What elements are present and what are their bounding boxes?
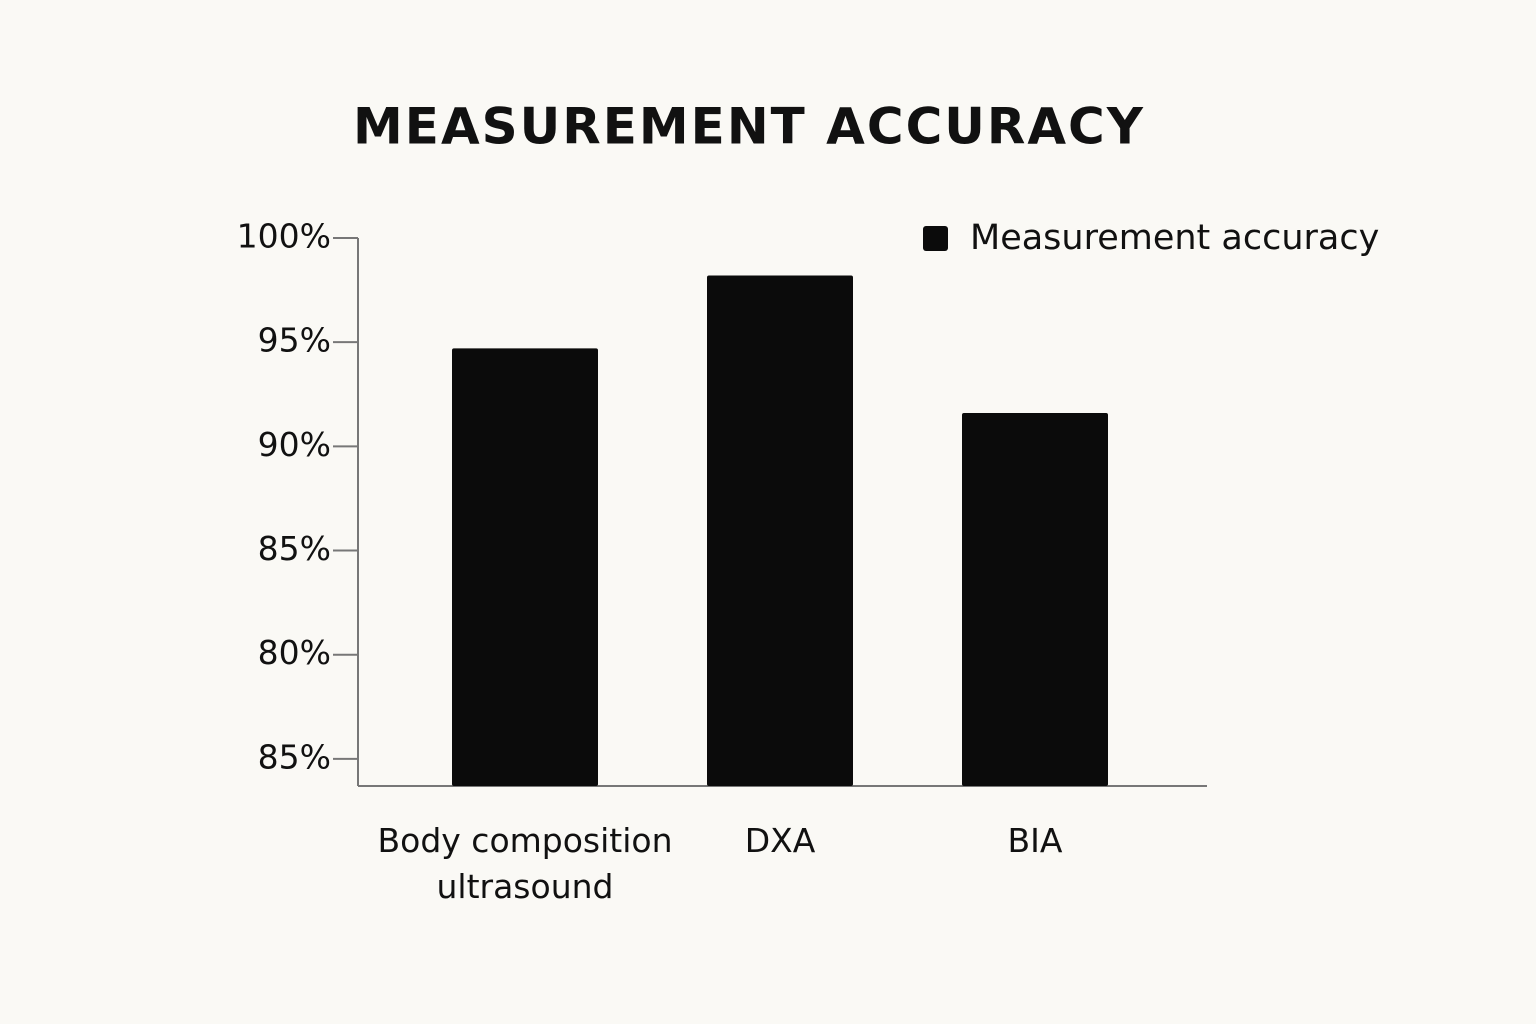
x-tick-label: DXA — [744, 821, 816, 860]
y-tick-label: 90% — [258, 425, 331, 464]
bar — [707, 275, 853, 786]
x-tick-label: Body composition ultrasound — [377, 821, 673, 906]
bar — [962, 413, 1108, 786]
legend-swatch — [923, 226, 948, 251]
y-tick-label: 100% — [237, 217, 331, 256]
bar — [452, 348, 598, 786]
legend-label: Measurement accuracy — [970, 218, 1379, 258]
x-tick-label: BIA — [1007, 821, 1063, 860]
y-tick-label: 95% — [258, 321, 331, 360]
y-tick-label: 85% — [258, 737, 331, 776]
y-tick-label: 85% — [258, 529, 331, 568]
y-tick-label: 80% — [258, 633, 331, 672]
chart-title: MEASUREMENT ACCURACY — [353, 98, 1145, 156]
